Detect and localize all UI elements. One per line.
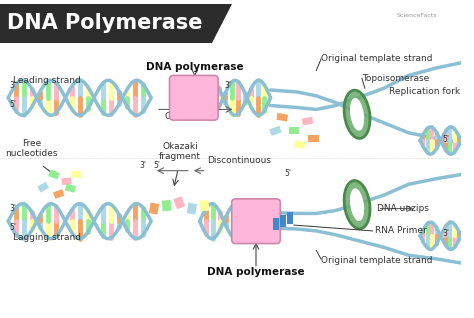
Polygon shape: [65, 183, 76, 193]
Polygon shape: [273, 218, 279, 230]
Polygon shape: [289, 128, 299, 134]
Text: 3': 3': [224, 81, 231, 90]
Polygon shape: [308, 135, 319, 142]
Polygon shape: [61, 177, 72, 185]
FancyBboxPatch shape: [232, 199, 280, 244]
Polygon shape: [287, 212, 293, 224]
Polygon shape: [71, 171, 82, 178]
Text: Okazaki
fragment: Okazaki fragment: [159, 142, 201, 161]
Polygon shape: [212, 4, 232, 43]
Text: DNA Polymerase: DNA Polymerase: [7, 13, 203, 33]
Polygon shape: [294, 140, 306, 149]
Text: 3': 3': [9, 81, 16, 90]
Text: DNA unzips: DNA unzips: [377, 204, 429, 213]
Polygon shape: [162, 200, 172, 211]
Polygon shape: [37, 182, 49, 193]
FancyBboxPatch shape: [0, 4, 212, 43]
Text: 5': 5': [443, 135, 449, 144]
Polygon shape: [269, 126, 282, 136]
Text: Lagging strand: Lagging strand: [13, 233, 81, 242]
Ellipse shape: [350, 98, 364, 131]
Polygon shape: [53, 189, 64, 199]
Text: 5': 5': [9, 100, 16, 108]
Polygon shape: [301, 117, 313, 125]
Polygon shape: [280, 215, 286, 227]
Text: Original template strand: Original template strand: [321, 54, 433, 63]
Polygon shape: [149, 203, 159, 215]
Ellipse shape: [350, 188, 364, 221]
Text: Continuous: Continuous: [164, 112, 216, 121]
Polygon shape: [48, 170, 60, 179]
Text: 3': 3': [139, 161, 146, 170]
Text: 3': 3': [443, 229, 449, 238]
Text: ScienceFacts: ScienceFacts: [397, 13, 438, 18]
Text: Free
nucleotides: Free nucleotides: [5, 139, 58, 158]
Ellipse shape: [344, 90, 370, 138]
Text: Original template strand: Original template strand: [321, 256, 433, 265]
Text: 5': 5': [153, 161, 160, 170]
Polygon shape: [276, 113, 288, 121]
Polygon shape: [200, 200, 210, 211]
Text: 3': 3': [9, 204, 16, 213]
Text: Leading strand: Leading strand: [13, 76, 81, 85]
Text: Discontinuous: Discontinuous: [208, 156, 272, 165]
Text: DNA polymerase: DNA polymerase: [207, 266, 305, 277]
Text: RNA Primer: RNA Primer: [374, 226, 426, 235]
Text: DNA polymerase: DNA polymerase: [146, 62, 244, 72]
Polygon shape: [187, 203, 197, 215]
FancyBboxPatch shape: [170, 75, 218, 120]
Text: 5': 5': [9, 223, 16, 232]
Text: Topoisomerase: Topoisomerase: [362, 74, 429, 83]
Text: 5': 5': [284, 169, 291, 178]
Text: Replication fork: Replication fork: [389, 87, 460, 96]
Ellipse shape: [344, 181, 370, 229]
Polygon shape: [173, 196, 185, 209]
